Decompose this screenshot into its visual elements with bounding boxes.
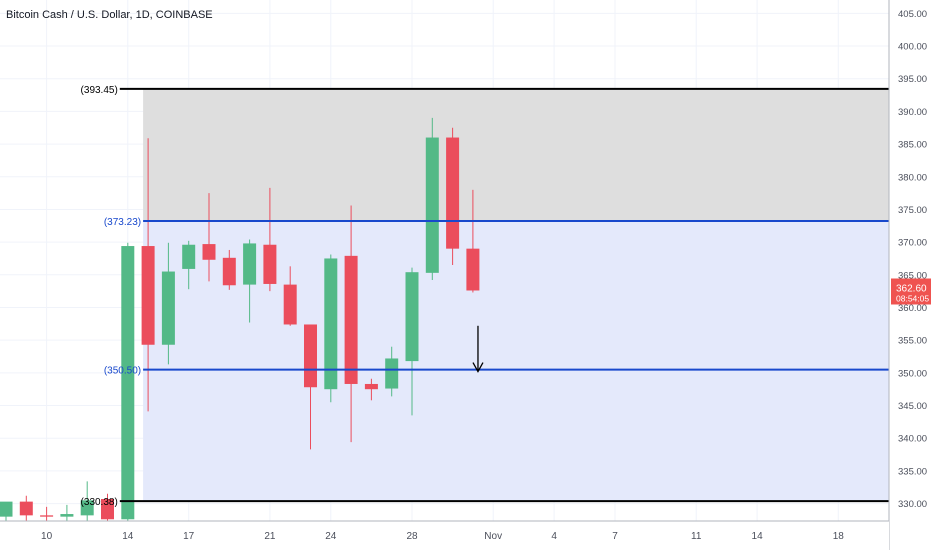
candle-body	[466, 248, 480, 291]
price-tick-label: 360.00	[898, 303, 927, 314]
zone-rect	[143, 88, 890, 222]
candle-body	[344, 255, 358, 384]
candle[interactable]	[283, 266, 297, 326]
candle-body	[222, 257, 236, 286]
candle-body	[161, 271, 175, 345]
level-line[interactable]: (350.50)	[104, 366, 889, 377]
candle[interactable]	[141, 138, 155, 412]
price-tick-label: 370.00	[898, 238, 927, 249]
time-tick-label: 11	[691, 531, 702, 542]
price-tick-label: 380.00	[898, 172, 927, 183]
candle[interactable]	[304, 324, 317, 450]
candle[interactable]	[182, 240, 196, 290]
candle-body	[40, 515, 54, 517]
candle[interactable]	[446, 127, 460, 265]
candle-body	[202, 244, 216, 260]
candle[interactable]	[425, 117, 439, 281]
candle-body	[263, 244, 277, 284]
time-axis[interactable]: 10 14 17 21 24 28 Nov 4 7 11 14 18	[0, 520, 932, 550]
price-tick-label: 335.00	[898, 466, 927, 477]
last-price-value: 362.60	[896, 283, 927, 294]
candle[interactable]	[80, 481, 94, 524]
level-line[interactable]: (393.45)	[81, 85, 889, 96]
candle[interactable]	[344, 205, 358, 443]
candle[interactable]	[161, 242, 175, 365]
price-tick-label: 390.00	[898, 107, 927, 118]
price-tick-label: 350.00	[898, 368, 927, 379]
price-tick-label: 405.00	[898, 9, 927, 20]
candle-body	[283, 284, 297, 325]
candle-body	[80, 500, 94, 516]
candle[interactable]	[202, 193, 216, 282]
candle-body	[364, 383, 378, 390]
candle-body	[446, 137, 460, 249]
candle[interactable]	[405, 267, 419, 416]
arrow-head	[472, 362, 484, 373]
last-price-countdown: 08:54:05	[896, 293, 929, 303]
candle-body	[385, 358, 399, 389]
price-axis-bg	[889, 0, 932, 550]
price-axis[interactable]: 405.00 400.00 395.00 390.00 385.00 380.00 375.…	[888, 0, 932, 550]
candle-body	[324, 258, 338, 390]
time-tick-label: 21	[264, 531, 276, 542]
candle[interactable]	[466, 189, 480, 293]
candle[interactable]	[243, 239, 257, 323]
candle[interactable]	[385, 346, 399, 397]
chart-title: Bitcoin Cash / U.S. Dollar, 1D, COINBASE	[6, 9, 213, 21]
price-tick-label: 330.00	[898, 499, 927, 510]
time-tick-label: 24	[325, 531, 337, 542]
candle[interactable]	[364, 378, 378, 401]
candle[interactable]	[324, 254, 338, 403]
candle[interactable]	[263, 187, 277, 292]
time-tick-label: 7	[612, 531, 618, 542]
price-tick-label: 385.00	[898, 140, 927, 151]
price-tick-label: 395.00	[898, 74, 927, 85]
price-tick-label: 345.00	[898, 401, 927, 412]
time-tick-label: 10	[41, 531, 53, 542]
time-tick-label: 14	[122, 531, 134, 542]
candle-body	[243, 243, 257, 285]
time-tick-label: 18	[833, 531, 845, 542]
price-tick-label: 355.00	[898, 336, 927, 347]
horizontal-levels[interactable]: (393.45) (373.23) (350.50) (330.38)	[81, 85, 889, 508]
candle-body	[121, 246, 135, 520]
candle-body	[101, 499, 114, 520]
time-axis-bg	[0, 521, 889, 550]
candle-body	[60, 514, 74, 517]
time-tick-label: 17	[183, 531, 195, 542]
zones	[143, 88, 890, 502]
candle[interactable]	[121, 242, 135, 530]
price-tick-label: 340.00	[898, 434, 927, 445]
level-label: (350.50)	[104, 366, 141, 377]
price-tick-label: 365.00	[898, 270, 927, 281]
level-line[interactable]: (330.38)	[81, 497, 889, 508]
candle-body	[405, 272, 419, 362]
time-tick-label: 14	[752, 531, 764, 542]
candle-body	[182, 244, 196, 269]
time-tick-label: 4	[551, 531, 557, 542]
time-tick-label: Nov	[484, 531, 502, 542]
candles[interactable]	[0, 117, 480, 530]
level-label: (330.38)	[81, 497, 118, 508]
candle-body	[141, 246, 155, 345]
last-price-bg	[891, 278, 931, 305]
axis-corner	[890, 522, 932, 550]
candle-body	[425, 137, 439, 273]
time-tick-label: 28	[406, 531, 418, 542]
price-tick-label: 375.00	[898, 205, 927, 216]
level-label: (393.45)	[81, 85, 118, 96]
level-label: (373.23)	[104, 217, 141, 228]
candle-body	[304, 324, 317, 388]
candle-body	[0, 501, 13, 517]
annotation-arrow[interactable]	[472, 325, 484, 373]
candle-body	[19, 501, 33, 516]
candle[interactable]	[222, 249, 236, 290]
price-tick-label: 400.00	[898, 42, 927, 53]
level-line[interactable]: (373.23)	[104, 217, 889, 228]
